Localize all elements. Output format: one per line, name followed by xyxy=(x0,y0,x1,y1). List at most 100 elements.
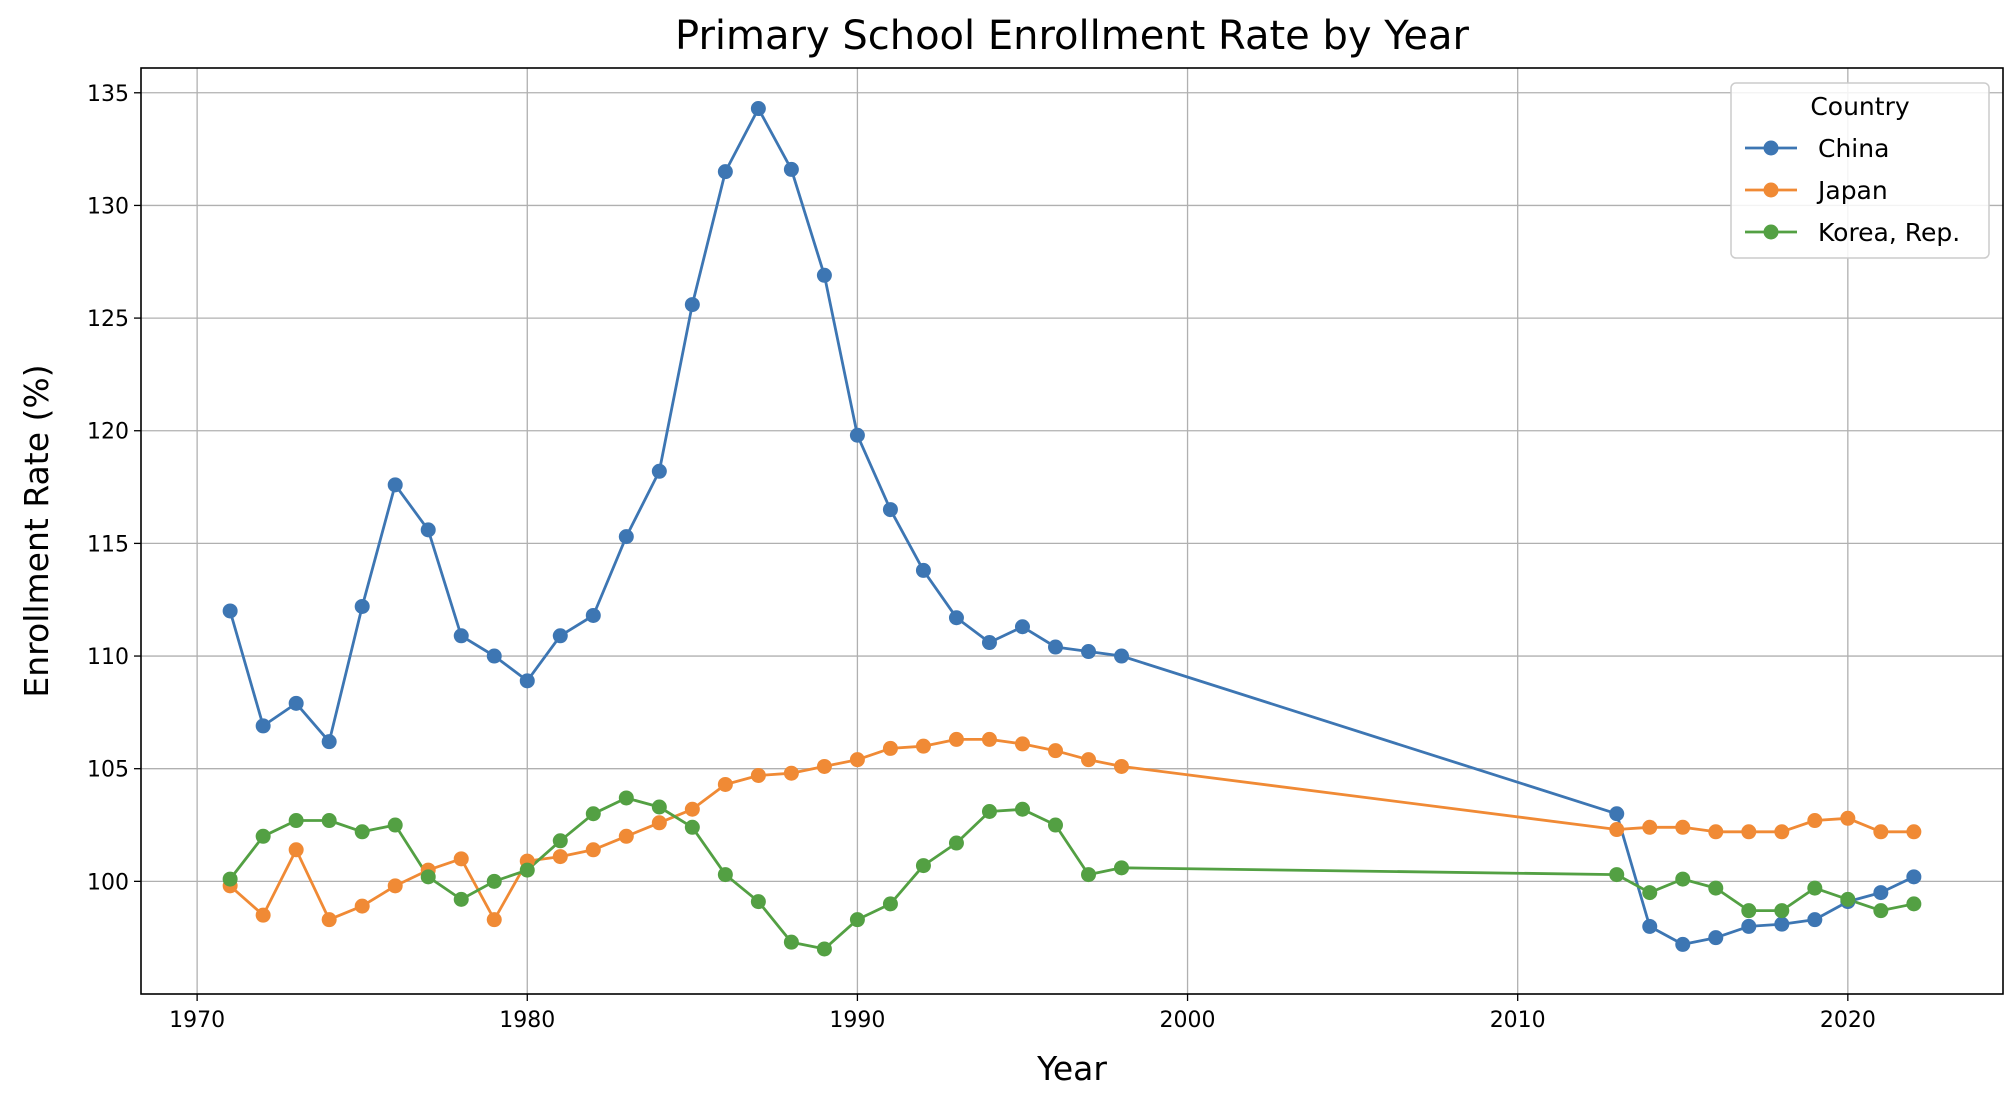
point-japan-2015 xyxy=(1675,819,1691,835)
point-china-1988 xyxy=(783,161,799,177)
point-korea-rep-1993 xyxy=(948,835,964,851)
point-japan-2017 xyxy=(1741,824,1757,840)
point-korea-rep-1986 xyxy=(717,867,733,883)
x-tick-label-1990: 1990 xyxy=(829,1008,885,1033)
point-china-1971 xyxy=(222,603,238,619)
x-tick-label-1980: 1980 xyxy=(499,1008,555,1033)
point-japan-1994 xyxy=(981,731,997,747)
point-china-1981 xyxy=(552,628,568,644)
point-korea-rep-1979 xyxy=(486,873,502,889)
point-china-2014 xyxy=(1642,918,1658,934)
point-korea-rep-1977 xyxy=(420,869,436,885)
point-japan-1974 xyxy=(321,912,337,928)
y-tick-label-115: 115 xyxy=(87,532,129,557)
point-korea-rep-2020 xyxy=(1840,891,1856,907)
x-tick-label-1970: 1970 xyxy=(169,1008,225,1033)
legend-marker-china xyxy=(1763,140,1779,156)
y-tick-label-125: 125 xyxy=(87,307,129,332)
point-china-1976 xyxy=(387,477,403,493)
point-japan-1979 xyxy=(486,912,502,928)
y-axis-label: Enrollment Rate (%) xyxy=(17,364,56,697)
point-china-1978 xyxy=(453,628,469,644)
point-china-1980 xyxy=(519,673,535,689)
point-china-1974 xyxy=(321,734,337,750)
point-korea-rep-1975 xyxy=(354,824,370,840)
point-japan-1973 xyxy=(288,842,304,858)
point-china-2018 xyxy=(1774,916,1790,932)
point-china-1972 xyxy=(255,718,271,734)
point-japan-2018 xyxy=(1774,824,1790,840)
point-korea-rep-1989 xyxy=(816,941,832,957)
point-korea-rep-1984 xyxy=(651,799,667,815)
point-japan-1995 xyxy=(1014,736,1030,752)
point-japan-1976 xyxy=(387,878,403,894)
point-korea-rep-1996 xyxy=(1047,817,1063,833)
point-china-2016 xyxy=(1708,930,1724,946)
point-china-1998 xyxy=(1114,648,1130,664)
point-japan-1993 xyxy=(948,731,964,747)
point-china-2021 xyxy=(1873,885,1889,901)
point-korea-rep-1980 xyxy=(519,862,535,878)
plot-frame xyxy=(140,67,2004,995)
point-korea-rep-2018 xyxy=(1774,903,1790,919)
x-tick-label-2000: 2000 xyxy=(1160,1008,1216,1033)
point-japan-2022 xyxy=(1906,824,1922,840)
point-china-2013 xyxy=(1609,806,1625,822)
point-korea-rep-1988 xyxy=(783,934,799,950)
point-china-1993 xyxy=(948,610,964,626)
point-china-1990 xyxy=(849,427,865,443)
y-tick-label-135: 135 xyxy=(87,82,129,107)
legend: Country China Japan Korea, Rep. xyxy=(1730,82,1990,259)
point-japan-1975 xyxy=(354,898,370,914)
chart-title: Primary School Enrollment Rate by Year xyxy=(675,13,1469,59)
point-japan-1997 xyxy=(1081,752,1097,768)
point-korea-rep-1990 xyxy=(849,912,865,928)
point-japan-2014 xyxy=(1642,819,1658,835)
legend-label-china: China xyxy=(1818,134,1889,163)
point-china-1995 xyxy=(1014,619,1030,635)
point-korea-rep-2016 xyxy=(1708,880,1724,896)
point-japan-1996 xyxy=(1047,743,1063,759)
point-japan-1989 xyxy=(816,758,832,774)
point-korea-rep-1987 xyxy=(750,894,766,910)
point-korea-rep-2019 xyxy=(1807,880,1823,896)
point-china-1987 xyxy=(750,101,766,117)
point-china-1997 xyxy=(1081,644,1097,660)
point-korea-rep-1982 xyxy=(585,806,601,822)
point-japan-1988 xyxy=(783,765,799,781)
point-china-1991 xyxy=(882,502,898,518)
point-japan-1984 xyxy=(651,815,667,831)
point-china-2019 xyxy=(1807,912,1823,928)
legend-label-japan: Japan xyxy=(1816,176,1888,205)
point-korea-rep-1978 xyxy=(453,891,469,907)
point-china-1977 xyxy=(420,522,436,538)
legend-label-korea-rep: Korea, Rep. xyxy=(1818,218,1960,247)
point-korea-rep-2017 xyxy=(1741,903,1757,919)
point-japan-2020 xyxy=(1840,810,1856,826)
y-tick-label-120: 120 xyxy=(87,420,129,445)
series-points xyxy=(222,101,1922,957)
legend-entries: China Japan Korea, Rep. xyxy=(1745,134,1960,247)
point-korea-rep-1998 xyxy=(1114,860,1130,876)
x-axis-ticks: 1970 1980 1990 2000 2010 2020 xyxy=(169,994,1876,1033)
point-japan-1981 xyxy=(552,849,568,865)
point-korea-rep-1976 xyxy=(387,817,403,833)
point-japan-1991 xyxy=(882,740,898,756)
point-korea-rep-2014 xyxy=(1642,885,1658,901)
point-japan-2013 xyxy=(1609,822,1625,838)
point-japan-1972 xyxy=(255,907,271,923)
point-japan-2019 xyxy=(1807,813,1823,829)
x-tick-label-2020: 2020 xyxy=(1820,1008,1876,1033)
point-korea-rep-1992 xyxy=(915,858,931,874)
point-china-1984 xyxy=(651,463,667,479)
point-japan-2021 xyxy=(1873,824,1889,840)
point-korea-rep-2013 xyxy=(1609,867,1625,883)
point-japan-1992 xyxy=(915,738,931,754)
point-china-1986 xyxy=(717,164,733,180)
x-tick-label-2010: 2010 xyxy=(1490,1008,1546,1033)
point-korea-rep-2021 xyxy=(1873,903,1889,919)
point-china-1992 xyxy=(915,562,931,578)
point-china-1994 xyxy=(981,635,997,651)
legend-marker-korea-rep xyxy=(1763,224,1779,240)
